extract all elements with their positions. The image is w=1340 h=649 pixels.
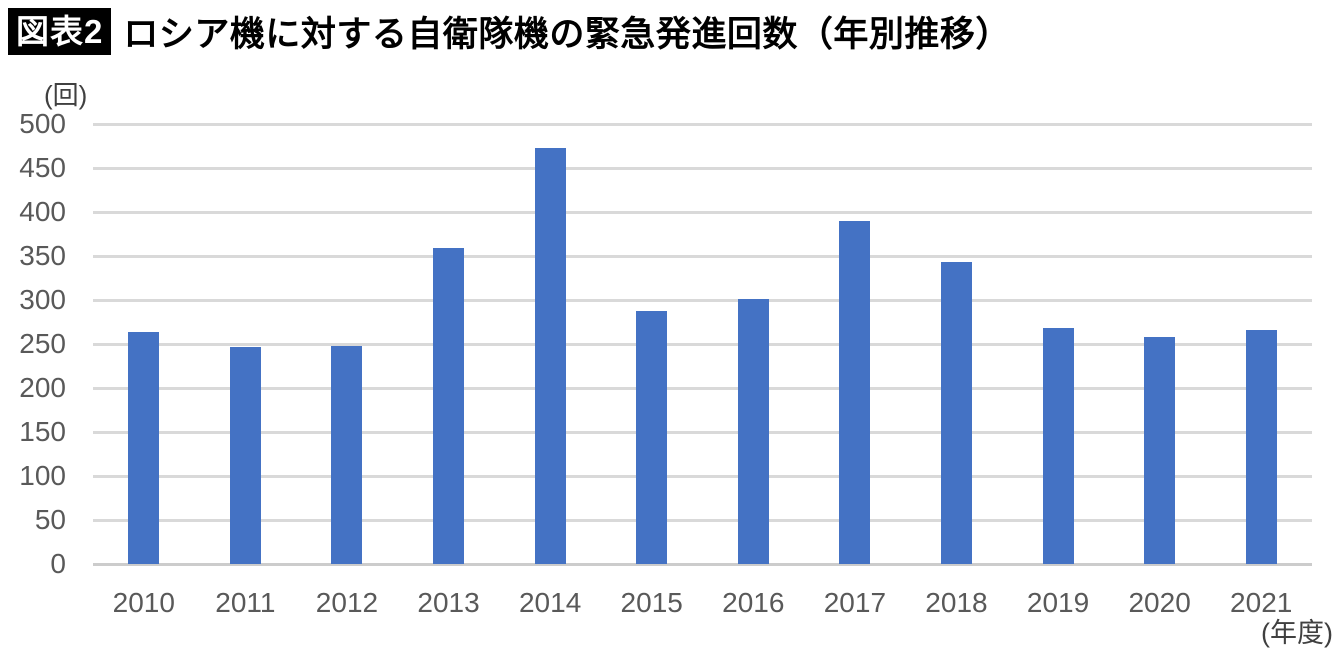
x-tick-label-2020: 2020 <box>1128 587 1191 618</box>
bar-2020 <box>1144 337 1175 564</box>
y-tick-label-200: 200 <box>19 372 66 403</box>
y-tick-label-50: 50 <box>34 504 66 535</box>
y-tick-label-0: 0 <box>50 548 66 579</box>
gridline-150 <box>93 431 1312 434</box>
gridline-200 <box>93 387 1312 390</box>
y-tick-label-300: 300 <box>19 284 66 315</box>
gridline-350 <box>93 255 1312 258</box>
bar-2017 <box>839 221 870 564</box>
bar-2021 <box>1246 330 1277 564</box>
bar-2010 <box>128 332 159 564</box>
bar-2012 <box>331 346 362 564</box>
chart-title: ロシア機に対する自衛隊機の緊急発進回数（年別推移） <box>123 15 1011 54</box>
bar-2015 <box>636 311 667 564</box>
figure-number-badge: 図表2 <box>8 8 112 55</box>
chart-header: 図表2 ロシア機に対する自衛隊機の緊急発進回数（年別推移） <box>8 6 1011 57</box>
bar-2018 <box>941 262 972 564</box>
y-tick-label-500: 500 <box>19 108 66 139</box>
gridline-250 <box>93 343 1312 346</box>
gridline-300 <box>93 299 1312 302</box>
y-tick-label-400: 400 <box>19 196 66 227</box>
x-tick-label-2021: 2021 <box>1230 587 1293 618</box>
x-tick-label-2012: 2012 <box>315 587 379 618</box>
x-tick-label-2016: 2016 <box>722 587 785 618</box>
x-tick-label-2014: 2014 <box>518 587 582 618</box>
bar-2016 <box>738 299 769 564</box>
gridline-500 <box>93 123 1312 126</box>
x-tick-label-2015: 2015 <box>620 587 683 618</box>
x-tick-label-2013: 2013 <box>417 587 480 618</box>
x-axis-unit-label: (年度) <box>1261 618 1333 648</box>
x-tick-label-2011: 2011 <box>215 587 276 618</box>
y-axis-unit-label: (回) <box>44 80 88 110</box>
gridline-450 <box>93 167 1312 170</box>
gridline-400 <box>93 211 1312 214</box>
gridline-50 <box>93 519 1312 522</box>
y-tick-label-100: 100 <box>19 460 66 491</box>
y-tick-label-150: 150 <box>19 416 66 447</box>
x-tick-label-2010: 2010 <box>112 587 175 618</box>
x-axis-line <box>93 563 1312 566</box>
bar-2019 <box>1043 328 1074 564</box>
bar-2014 <box>535 148 566 564</box>
y-tick-label-250: 250 <box>19 328 66 359</box>
x-tick-label-2019: 2019 <box>1026 587 1090 618</box>
x-tick-label-2017: 2017 <box>823 587 887 618</box>
bar-2013 <box>433 248 464 564</box>
y-tick-label-450: 450 <box>19 152 66 183</box>
y-tick-label-350: 350 <box>19 240 66 271</box>
gridline-100 <box>93 475 1312 478</box>
x-tick-label-2018: 2018 <box>925 587 988 618</box>
bar-2011 <box>230 347 261 564</box>
